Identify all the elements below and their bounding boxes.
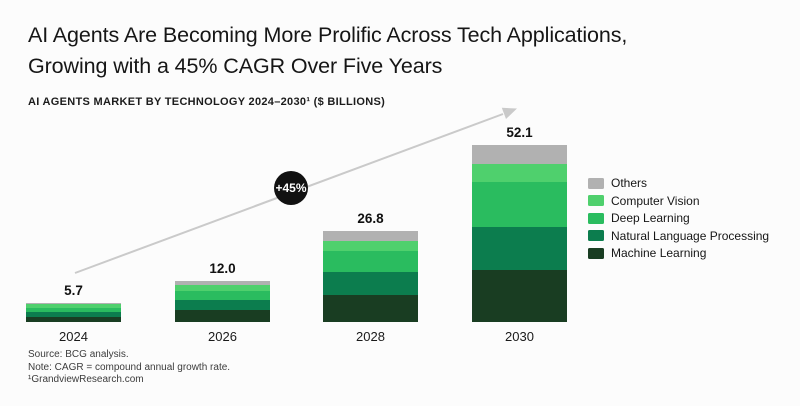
x-axis-label-2030: 2030 bbox=[505, 329, 534, 344]
legend-item-deep-learning: Deep Learning bbox=[588, 212, 769, 225]
bar-segment-machine-learning-2026 bbox=[175, 309, 270, 322]
page-title: AI Agents Are Becoming More Prolific Acr… bbox=[28, 20, 627, 82]
bar-segment-others-2030 bbox=[472, 144, 567, 164]
bar-segment-deep-learning-2026 bbox=[175, 291, 270, 300]
footer-notes: Source: BCG analysis. Note: CAGR = compo… bbox=[28, 349, 230, 387]
bar-segment-machine-learning-2030 bbox=[472, 269, 567, 322]
legend-swatch-machine-learning bbox=[588, 247, 604, 259]
bar-segment-others-2026 bbox=[175, 281, 270, 286]
legend-item-others: Others bbox=[588, 177, 769, 190]
bar-segment-computer-vision-2028 bbox=[323, 240, 418, 251]
bar-segment-natural-language-processing-2024 bbox=[26, 312, 121, 317]
x-axis-label-2024: 2024 bbox=[59, 329, 88, 344]
legend-swatch-computer-vision bbox=[588, 195, 604, 207]
bar-segment-natural-language-processing-2028 bbox=[323, 272, 418, 296]
bar-segment-deep-learning-2024 bbox=[26, 308, 121, 313]
cagr-note: Note: CAGR = compound annual growth rate… bbox=[28, 361, 231, 373]
source-note: Source: BCG analysis. bbox=[28, 349, 129, 360]
legend-swatch-natural-language-processing bbox=[588, 230, 604, 242]
bar-total-label-2024: 5.7 bbox=[64, 282, 83, 298]
bar-segment-computer-vision-2030 bbox=[472, 163, 567, 182]
bar-segment-computer-vision-2024 bbox=[26, 304, 121, 309]
legend-label-others: Others bbox=[611, 176, 648, 190]
bar-total-label-2030: 52.1 bbox=[506, 124, 533, 140]
legend-swatch-deep-learning bbox=[588, 212, 604, 224]
bar-segment-machine-learning-2028 bbox=[323, 295, 418, 322]
bar-segment-natural-language-processing-2026 bbox=[175, 299, 270, 310]
legend-swatch-others bbox=[588, 177, 604, 189]
legend-label-computer-vision: Computer Vision bbox=[611, 193, 700, 208]
bar-segment-machine-learning-2024 bbox=[26, 316, 121, 322]
bar-segment-others-2028 bbox=[323, 230, 418, 241]
cagr-badge: +45% bbox=[274, 171, 308, 205]
x-axis-label-2028: 2028 bbox=[356, 329, 385, 344]
chart-subtitle: AI AGENTS MARKET BY TECHNOLOGY 2024–2030… bbox=[28, 96, 386, 108]
bar-segment-computer-vision-2026 bbox=[175, 285, 270, 292]
bar-total-label-2026: 12.0 bbox=[209, 261, 236, 277]
legend-label-machine-learning: Machine Learning bbox=[611, 246, 707, 260]
legend-item-computer-vision: Computer Vision bbox=[588, 193, 769, 208]
reference-note: ¹GrandviewResearch.com bbox=[28, 374, 144, 385]
chart-legend: Others Computer Vision Deep Learning Natura… bbox=[588, 177, 769, 265]
x-axis-label-2026: 2026 bbox=[208, 329, 237, 344]
legend-item-machine-learning: Machine Learning bbox=[588, 247, 769, 260]
bar-segment-deep-learning-2030 bbox=[472, 181, 567, 227]
legend-label-deep-learning: Deep Learning bbox=[611, 211, 690, 225]
bar-total-label-2028: 26.8 bbox=[357, 210, 384, 226]
bar-segment-deep-learning-2028 bbox=[323, 250, 418, 273]
title-line-1: AI Agents Are Becoming More Prolific Acr… bbox=[28, 23, 628, 47]
legend-label-natural-language-processing: Natural Language Processing bbox=[611, 228, 770, 243]
bar-segment-natural-language-processing-2030 bbox=[472, 226, 567, 270]
title-line-2: Growing with a 45% CAGR Over Five Years bbox=[28, 54, 443, 78]
bar-segment-others-2024 bbox=[26, 302, 121, 305]
cagr-badge-label: +45% bbox=[275, 181, 307, 195]
legend-item-natural-language-processing: Natural Language Processing bbox=[588, 228, 770, 243]
